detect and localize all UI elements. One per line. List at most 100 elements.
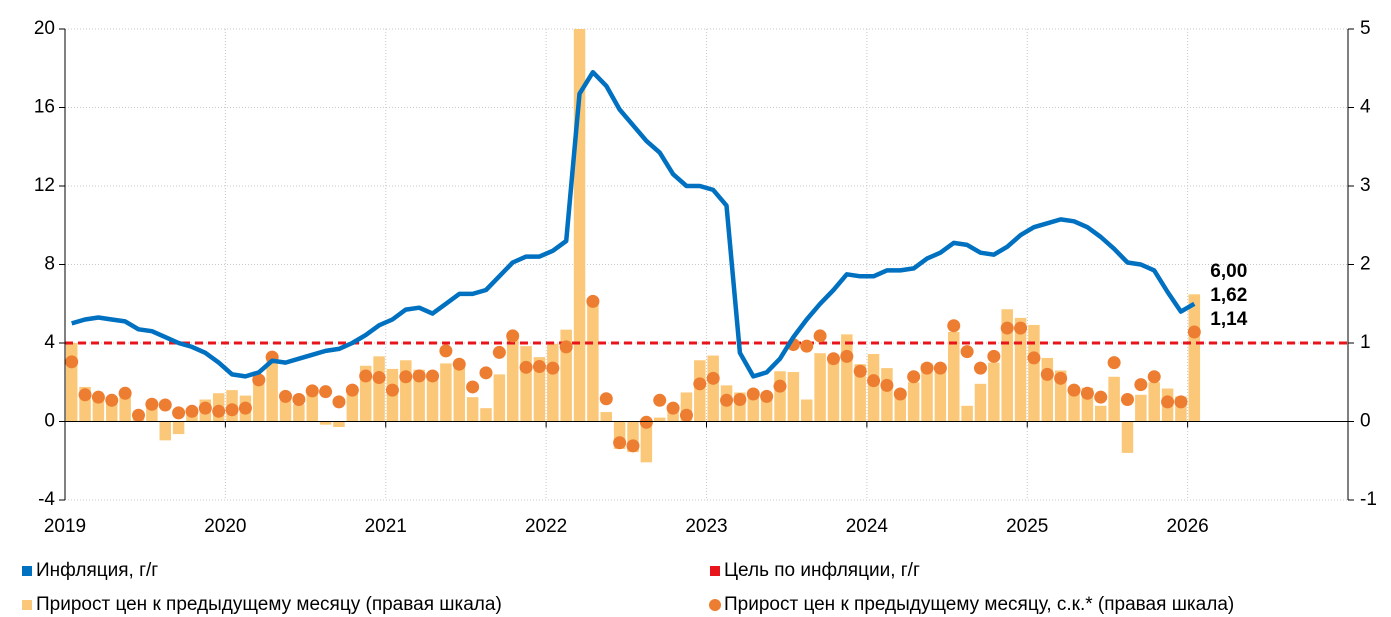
bar xyxy=(573,29,586,422)
legend-label: Прирост цен к предыдущему месяцу, с.к.* … xyxy=(724,594,1234,615)
bar xyxy=(266,356,278,422)
x-tick-label: 2026 xyxy=(1166,516,1208,537)
dot xyxy=(91,390,105,404)
bar xyxy=(520,346,532,422)
legend-label: Инфляция, г/г xyxy=(36,560,158,581)
y-tick-label: 12 xyxy=(34,175,55,196)
dot xyxy=(426,369,440,383)
bar xyxy=(440,363,452,422)
bar xyxy=(1081,387,1094,422)
bar xyxy=(480,408,492,422)
dot xyxy=(1054,371,1068,385)
bar xyxy=(974,383,987,422)
dot xyxy=(987,349,1001,363)
bar xyxy=(988,362,1000,422)
bar xyxy=(560,329,572,422)
value-label: 1,14 xyxy=(1210,309,1247,330)
dot xyxy=(1014,321,1028,335)
dot xyxy=(773,379,787,393)
dot xyxy=(479,366,493,380)
bar xyxy=(79,386,91,422)
y2-tick-label: 3 xyxy=(1360,175,1371,196)
dot xyxy=(653,393,667,407)
dot xyxy=(132,408,146,422)
bar xyxy=(881,368,893,422)
bar xyxy=(413,369,425,422)
dot xyxy=(332,395,346,409)
dot xyxy=(145,397,159,411)
bar xyxy=(346,387,359,422)
bar xyxy=(640,421,653,463)
bar xyxy=(92,396,105,422)
bar xyxy=(1148,382,1160,422)
bar xyxy=(506,334,519,422)
bar xyxy=(947,332,960,422)
dot xyxy=(626,439,640,453)
dot xyxy=(492,345,506,359)
bar xyxy=(827,356,840,422)
bar xyxy=(1028,324,1040,422)
dot xyxy=(172,406,186,420)
bar xyxy=(627,421,639,453)
dot xyxy=(893,387,907,401)
bar xyxy=(600,412,613,422)
bar xyxy=(907,382,920,422)
dot xyxy=(452,357,466,371)
bar xyxy=(1188,294,1201,422)
x-tick-label: 2024 xyxy=(846,516,889,537)
bar xyxy=(306,394,318,422)
dot xyxy=(279,389,293,403)
bar xyxy=(333,421,345,427)
bar xyxy=(1121,421,1134,453)
dot xyxy=(225,403,239,417)
dot xyxy=(1147,370,1161,384)
bar xyxy=(800,399,813,422)
dot xyxy=(973,361,987,375)
bar xyxy=(867,353,880,422)
dot xyxy=(252,373,266,387)
dot xyxy=(800,339,814,353)
dot xyxy=(720,393,734,407)
dot xyxy=(238,401,252,415)
bar xyxy=(760,397,773,422)
dot xyxy=(1161,395,1175,409)
bar xyxy=(814,353,826,422)
dot xyxy=(880,378,894,392)
x-tick-label: 2020 xyxy=(204,516,246,537)
bar xyxy=(613,421,626,449)
dot xyxy=(78,388,92,402)
y-tick-label: 16 xyxy=(34,97,55,118)
dot xyxy=(840,349,854,363)
y2-tick-label: 1 xyxy=(1360,332,1371,353)
bar xyxy=(934,371,947,422)
dot xyxy=(399,370,413,384)
y-tick-label: 0 xyxy=(44,411,55,432)
dot xyxy=(506,329,520,343)
dot xyxy=(118,386,132,400)
dot xyxy=(1187,325,1201,339)
dot xyxy=(185,404,199,418)
dot xyxy=(920,361,934,375)
bar xyxy=(734,392,746,422)
dot xyxy=(907,370,921,384)
legend-swatch xyxy=(22,600,32,610)
dot xyxy=(519,360,533,374)
legend-label: Прирост цен к предыдущему месяцу (правая… xyxy=(36,594,502,615)
bar xyxy=(319,421,332,425)
dot xyxy=(813,329,827,343)
value-label: 6,00 xyxy=(1210,261,1247,282)
bar xyxy=(1108,376,1120,422)
plot-area xyxy=(65,29,1348,463)
dot xyxy=(933,361,947,375)
dot xyxy=(1067,383,1081,397)
bar xyxy=(1175,396,1187,422)
dot xyxy=(466,380,480,394)
legend-swatch xyxy=(22,566,32,576)
dot xyxy=(1134,378,1148,392)
dot xyxy=(385,383,399,397)
dot xyxy=(1174,395,1188,409)
y2-tick-label: -1 xyxy=(1360,489,1377,510)
dot xyxy=(305,384,319,398)
y2-tick-label: 5 xyxy=(1360,18,1371,39)
